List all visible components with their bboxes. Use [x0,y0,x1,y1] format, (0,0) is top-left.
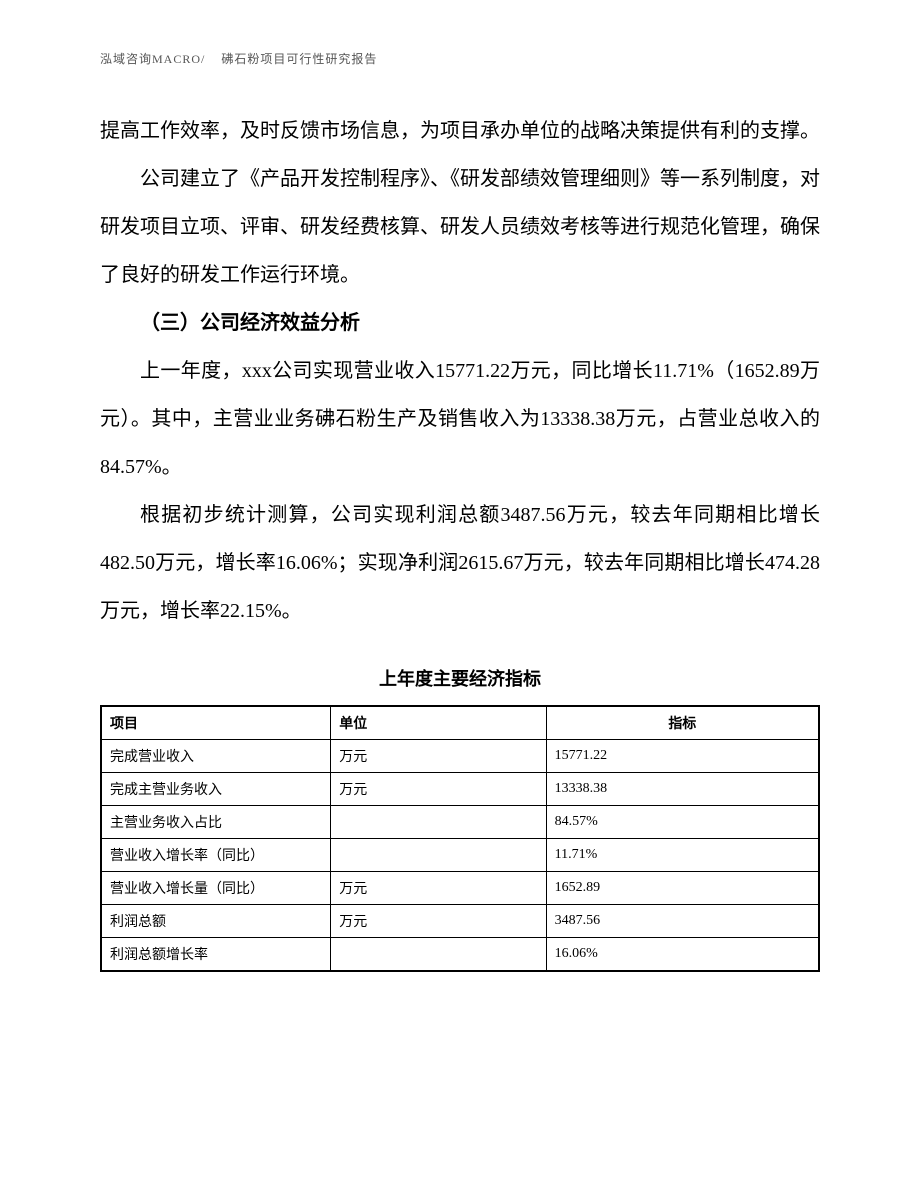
table-cell: 16.06% [546,938,819,972]
table-cell: 15771.22 [546,740,819,773]
table-cell [331,839,546,872]
table-col-project: 项目 [101,706,331,740]
table-title: 上年度主要经济指标 [100,665,820,691]
table-cell: 84.57% [546,806,819,839]
table-cell: 万元 [331,740,546,773]
table-row: 完成营业收入 万元 15771.22 [101,740,819,773]
table-cell [331,938,546,972]
paragraph-2: 公司建立了《产品开发控制程序》、《研发部绩效管理细则》等一系列制度，对研发项目立… [100,155,820,299]
table-cell: 营业收入增长量（同比） [101,872,331,905]
page-header: 泓域咨询MACRO/ 砩石粉项目可行性研究报告 [100,50,820,67]
header-right: 砩石粉项目可行性研究报告 [221,52,377,66]
table-row: 营业收入增长率（同比） 11.71% [101,839,819,872]
table-header-row: 项目 单位 指标 [101,706,819,740]
table-row: 主营业务收入占比 84.57% [101,806,819,839]
paragraph-4: 根据初步统计测算，公司实现利润总额3487.56万元，较去年同期相比增长482.… [100,491,820,635]
content-body: 提高工作效率，及时反馈市场信息，为项目承办单位的战略决策提供有利的支撑。 公司建… [100,107,820,635]
table-cell: 11.71% [546,839,819,872]
table-cell: 利润总额增长率 [101,938,331,972]
page: 泓域咨询MACRO/ 砩石粉项目可行性研究报告 提高工作效率，及时反馈市场信息，… [0,0,920,1191]
table-cell: 1652.89 [546,872,819,905]
table-row: 营业收入增长量（同比） 万元 1652.89 [101,872,819,905]
table-cell: 3487.56 [546,905,819,938]
table-col-unit: 单位 [331,706,546,740]
header-left: 泓域咨询MACRO/ [100,52,205,66]
table-cell: 万元 [331,905,546,938]
paragraph-3: 上一年度，xxx公司实现营业收入15771.22万元，同比增长11.71%（16… [100,347,820,491]
table-cell: 万元 [331,872,546,905]
table-col-indicator: 指标 [546,706,819,740]
table-cell: 主营业务收入占比 [101,806,331,839]
table-row: 利润总额增长率 16.06% [101,938,819,972]
table-row: 完成主营业务收入 万元 13338.38 [101,773,819,806]
table-cell: 万元 [331,773,546,806]
table-cell: 13338.38 [546,773,819,806]
section-heading-3: （三）公司经济效益分析 [100,299,820,347]
table-cell: 完成主营业务收入 [101,773,331,806]
table-cell: 完成营业收入 [101,740,331,773]
table-cell: 营业收入增长率（同比） [101,839,331,872]
table-row: 利润总额 万元 3487.56 [101,905,819,938]
table-cell [331,806,546,839]
paragraph-1: 提高工作效率，及时反馈市场信息，为项目承办单位的战略决策提供有利的支撑。 [100,107,820,155]
economic-indicators-table: 项目 单位 指标 完成营业收入 万元 15771.22 完成主营业务收入 万元 … [100,705,820,972]
table-cell: 利润总额 [101,905,331,938]
